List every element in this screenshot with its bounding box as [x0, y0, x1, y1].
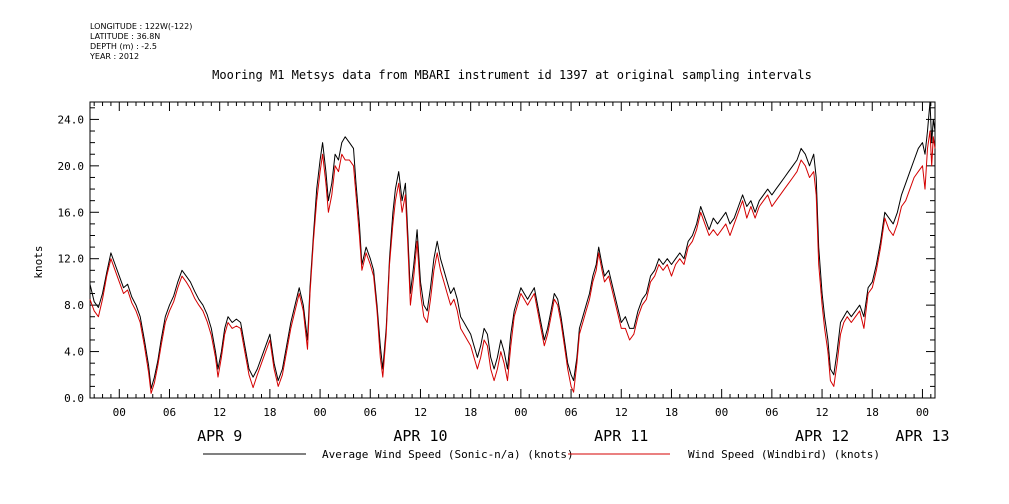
y-axis: 0.0 4.0 8.0 12.0 16.0 20.0 24.0: [58, 107, 935, 405]
year-label: YEAR : 2012: [90, 52, 140, 61]
x-tick-label: 00: [313, 406, 326, 419]
x-tick-label: 00: [113, 406, 126, 419]
x-tick-label: 06: [765, 406, 778, 419]
x-tick-label: 12: [414, 406, 427, 419]
series-line-windbird: [89, 130, 936, 394]
y-tick-label: 20.0: [58, 160, 85, 173]
x-tick-label: 18: [464, 406, 477, 419]
legend: Average Wind Speed (Sonic-n/a) (knots) Wi…: [203, 448, 880, 461]
x-tick-label: 06: [163, 406, 176, 419]
series-line-sonic: [89, 101, 936, 390]
x-axis: 00 06 12 18 00 06 12 18 00 06 12 18 00 06 12 18 00 APR 9 A…: [93, 102, 950, 445]
legend-label-windbird: Wind Speed (Windbird) (knots): [688, 448, 880, 461]
x-tick-label: 06: [564, 406, 577, 419]
day-label: APR 9: [197, 427, 242, 445]
x-tick-label: 18: [263, 406, 276, 419]
x-tick-label: 12: [615, 406, 628, 419]
x-tick-label: 06: [364, 406, 377, 419]
day-label: APR 10: [393, 427, 447, 445]
depth-label: DEPTH (m) : -2.5: [90, 42, 157, 51]
y-tick-label: 24.0: [58, 113, 85, 126]
plot-border: [89, 101, 936, 399]
day-label: APR 12: [795, 427, 849, 445]
x-tick-label: 00: [715, 406, 728, 419]
series-layer: [89, 101, 936, 394]
chart-title: Mooring M1 Metsys data from MBARI instru…: [212, 68, 812, 82]
x-tick-label: 18: [866, 406, 879, 419]
x-tick-label: 12: [815, 406, 828, 419]
x-tick-label: 00: [514, 406, 527, 419]
plot-frame: [89, 101, 936, 399]
x-tick-label: 12: [213, 406, 226, 419]
x-tick-label: 18: [665, 406, 678, 419]
latitude-label: LATITUDE : 36.8N: [90, 32, 161, 41]
longitude-label: LONGITUDE : 122W(-122): [90, 22, 193, 31]
legend-label-sonic: Average Wind Speed (Sonic-n/a) (knots): [322, 448, 574, 461]
day-label: APR 11: [594, 427, 648, 445]
y-axis-label: knots: [32, 245, 45, 278]
y-tick-label: 16.0: [58, 206, 85, 219]
x-tick-label: 00: [916, 406, 929, 419]
y-tick-label: 8.0: [64, 299, 84, 312]
y-tick-label: 0.0: [64, 392, 84, 405]
y-tick-label: 12.0: [58, 253, 85, 266]
y-tick-label: 4.0: [64, 346, 84, 359]
day-label: APR 13: [895, 427, 949, 445]
metadata-block: LONGITUDE : 122W(-122) LATITUDE : 36.8N …: [90, 22, 192, 62]
